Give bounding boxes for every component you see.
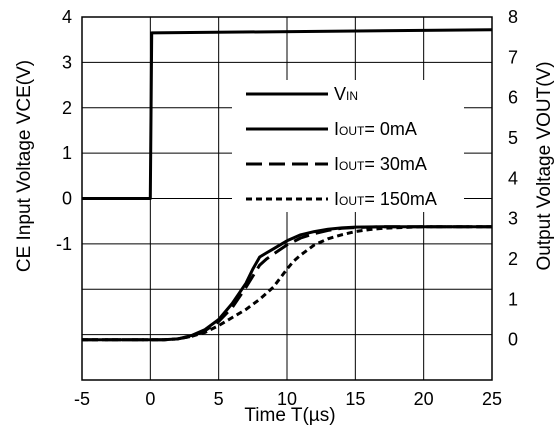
x-tick-label: 20 (414, 389, 434, 409)
legend: VIN IOUT= 0mA IOUT= 30mA IOUT= 150mA (232, 80, 464, 212)
x-tick-label: 5 (214, 389, 224, 409)
series-line-0 (82, 28, 493, 200)
x-tick-label: 10 (277, 389, 297, 409)
plot-frame (81, 16, 493, 381)
y-right-tick-label: 8 (508, 7, 518, 27)
y-right-tick-labels: 8 7 6 5 4 3 2 1 0 (508, 7, 518, 350)
y-left-tick-label: -1 (56, 234, 72, 254)
y-right-tick-label: 0 (508, 330, 518, 350)
y-right-tick-label: 6 (508, 88, 518, 108)
y-left-tick-label: 0 (62, 189, 72, 209)
x-tick-labels: -5 0 5 10 15 20 25 (74, 389, 502, 409)
x-tick-label: -5 (74, 389, 90, 409)
legend-label-1: IOUT= 0mA (334, 119, 417, 139)
y-left-tick-label: 4 (62, 7, 72, 27)
y-left-tick-label: 2 (62, 98, 72, 118)
y-left-tick-label: 3 (62, 52, 72, 72)
y-right-axis-title: Output Voltage VOUT(V) (534, 61, 555, 270)
legend-label-2: IOUT= 30mA (334, 154, 427, 174)
y-right-tick-label: 1 (508, 289, 518, 309)
series-line-3 (82, 225, 492, 342)
y-left-axis-title: CE Input Voltage VCE(V) (14, 60, 35, 272)
x-tick-label: 0 (145, 389, 155, 409)
y-right-tick-label: 3 (508, 209, 518, 229)
y-right-tick-label: 4 (508, 168, 518, 188)
legend-background (232, 80, 464, 212)
legend-label-0: VIN (334, 84, 358, 104)
x-tick-label: 15 (345, 389, 365, 409)
y-right-tick-label: 7 (508, 47, 518, 67)
series-lines (82, 28, 493, 342)
y-right-tick-label: 2 (508, 249, 518, 269)
legend-label-3: IOUT= 150mA (334, 189, 437, 209)
y-right-tick-label: 5 (508, 128, 518, 148)
x-axis-title: Time T(µs) (244, 405, 335, 426)
x-tick-label: 25 (482, 389, 502, 409)
y-left-tick-labels: 4 3 2 1 0 -1 (56, 7, 72, 254)
y-left-tick-label: 1 (62, 143, 72, 163)
